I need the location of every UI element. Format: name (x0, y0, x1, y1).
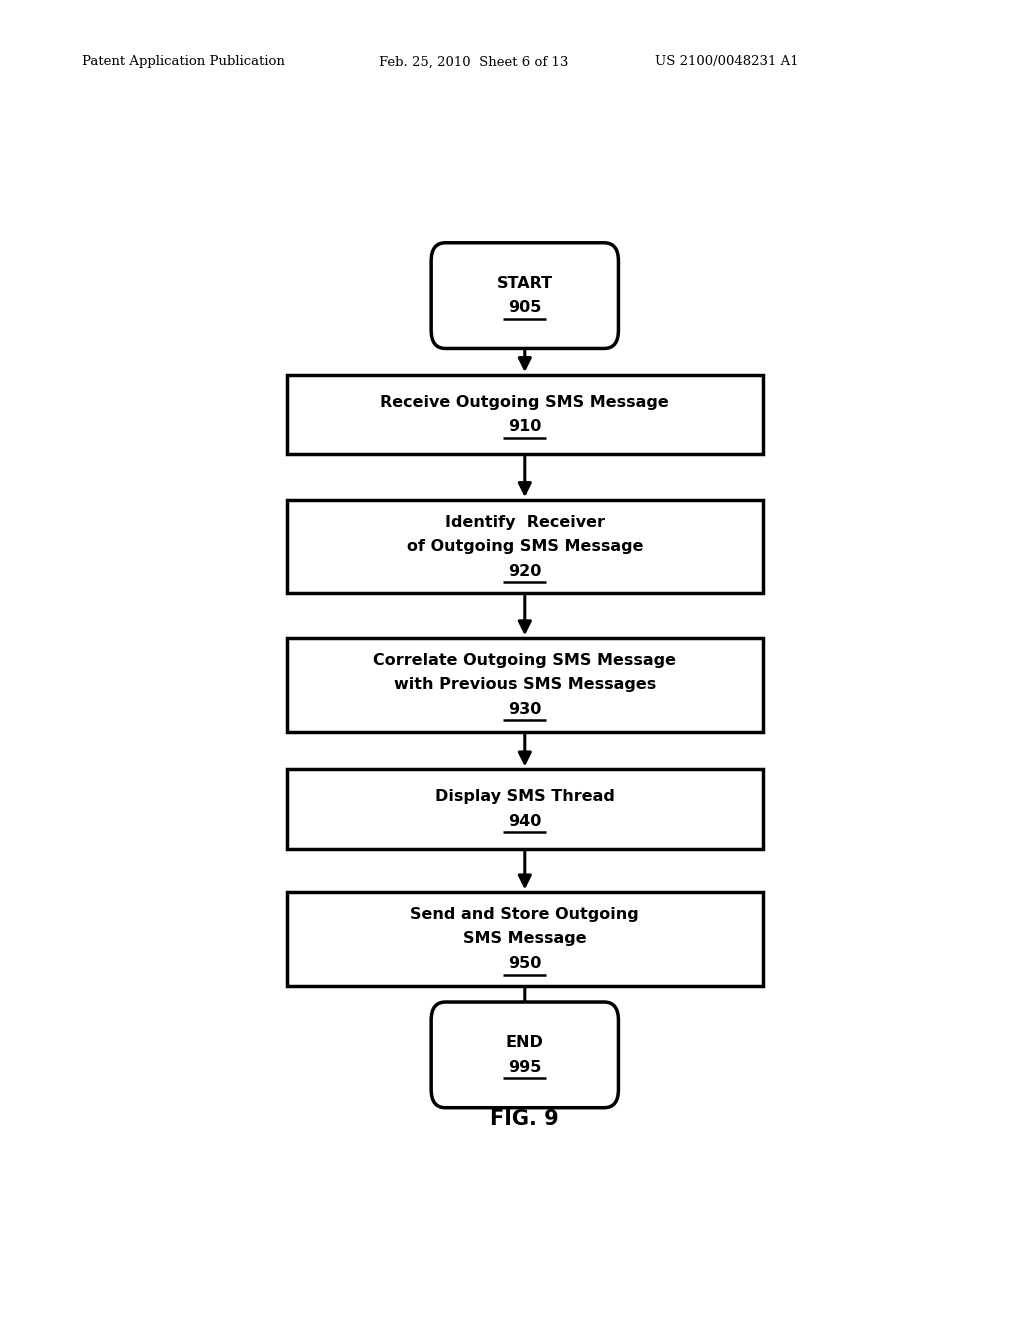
Text: 995: 995 (508, 1060, 542, 1074)
Text: of Outgoing SMS Message: of Outgoing SMS Message (407, 539, 643, 554)
Text: US 2100/0048231 A1: US 2100/0048231 A1 (655, 55, 799, 69)
Text: Send and Store Outgoing: Send and Store Outgoing (411, 907, 639, 923)
Bar (287, 375, 763, 454)
Text: 930: 930 (508, 702, 542, 717)
Text: SMS Message: SMS Message (463, 932, 587, 946)
Text: with Previous SMS Messages: with Previous SMS Messages (393, 677, 656, 693)
Text: FIG. 9: FIG. 9 (490, 1109, 559, 1129)
Text: END: END (506, 1035, 544, 1051)
Text: 920: 920 (508, 564, 542, 578)
Bar (287, 500, 763, 594)
Text: START: START (497, 276, 553, 290)
Text: 910: 910 (508, 420, 542, 434)
Bar (287, 770, 763, 849)
Text: Identify  Receiver: Identify Receiver (444, 515, 605, 529)
Text: Correlate Outgoing SMS Message: Correlate Outgoing SMS Message (374, 653, 676, 668)
Bar (287, 638, 763, 731)
Text: Display SMS Thread: Display SMS Thread (435, 789, 614, 804)
Text: Receive Outgoing SMS Message: Receive Outgoing SMS Message (381, 395, 669, 409)
Text: 940: 940 (508, 813, 542, 829)
Text: 950: 950 (508, 956, 542, 972)
Text: Patent Application Publication: Patent Application Publication (82, 55, 285, 69)
Bar (287, 892, 763, 986)
FancyBboxPatch shape (431, 243, 618, 348)
Text: Feb. 25, 2010  Sheet 6 of 13: Feb. 25, 2010 Sheet 6 of 13 (379, 55, 568, 69)
Text: 905: 905 (508, 301, 542, 315)
FancyBboxPatch shape (431, 1002, 618, 1107)
